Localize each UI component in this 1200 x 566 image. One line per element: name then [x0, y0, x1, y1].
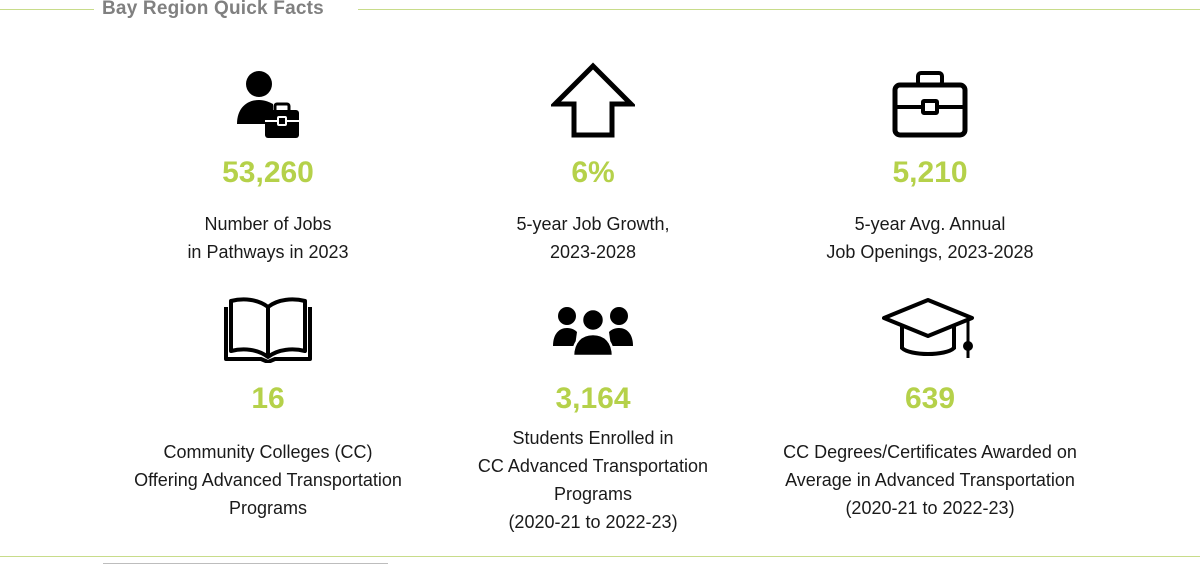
fact-degrees: 639 CC Degrees/Certificates Awarded on A…	[740, 290, 1120, 530]
fact-description: Community Colleges (CC) Offering Advance…	[134, 442, 402, 518]
fact-description: 5-year Avg. Annual Job Openings, 2023-20…	[826, 214, 1034, 262]
fact-value: 53,260	[222, 156, 314, 189]
fact-description: Number of Jobs in Pathways in 2023	[187, 214, 349, 262]
section-title: Bay Region Quick Facts	[102, 0, 324, 19]
fact-value: 639	[904, 382, 956, 415]
open-book-icon	[224, 297, 312, 363]
footer-divider	[103, 563, 388, 564]
group-icon	[553, 307, 633, 358]
fact-value: 16	[251, 382, 285, 415]
fact-growth: 6% 5-year Job Growth, 2023-2028	[403, 60, 783, 270]
fact-openings: 5,210 5-year Avg. Annual Job Openings, 2…	[740, 60, 1120, 270]
fact-students: 3,164 Students Enrolled in CC Advanced T…	[403, 290, 783, 540]
header-rule-left	[0, 9, 94, 10]
graduation-cap-icon	[882, 298, 974, 358]
briefcase-icon	[892, 71, 968, 138]
fact-value: 3,164	[555, 382, 631, 415]
fact-jobs: 53,260 Number of Jobs in Pathways in 202…	[78, 60, 458, 270]
fact-value: 6%	[571, 156, 615, 189]
up-arrow-icon	[551, 62, 635, 138]
worker-briefcase-icon	[237, 71, 299, 138]
fact-colleges: 16 Community Colleges (CC) Offering Adva…	[78, 290, 458, 530]
fact-description: CC Degrees/Certificates Awarded on Avera…	[783, 442, 1077, 518]
fact-value: 5,210	[892, 156, 968, 189]
fact-description: Students Enrolled in CC Advanced Transpo…	[477, 428, 709, 532]
footer-rule	[0, 556, 1200, 557]
header-rule-right	[358, 9, 1200, 10]
fact-description: 5-year Job Growth, 2023-2028	[516, 214, 670, 262]
